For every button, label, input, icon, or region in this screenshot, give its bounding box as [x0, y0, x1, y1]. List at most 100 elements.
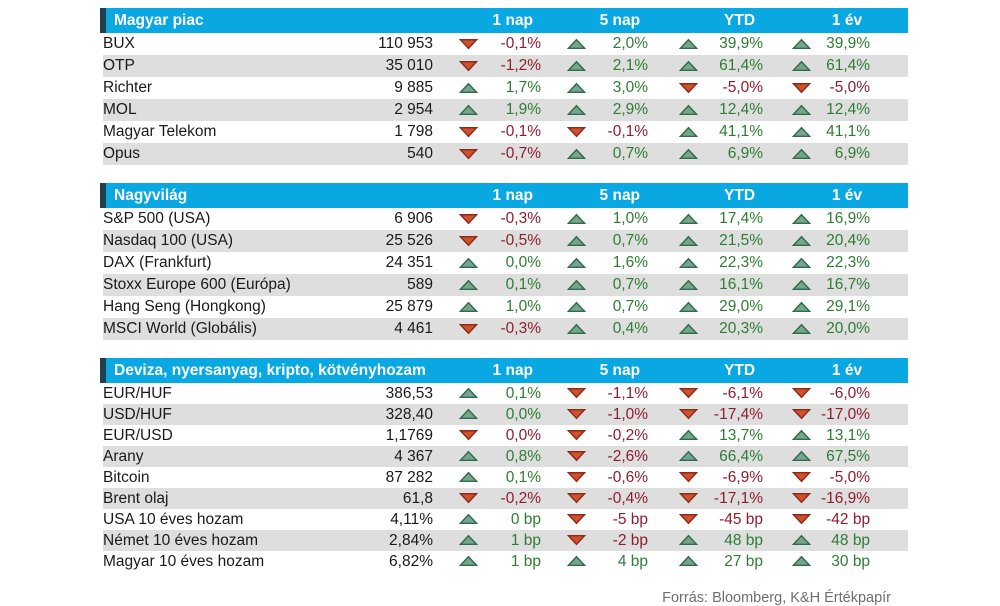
change-value: 12,4%	[818, 99, 871, 121]
change-value: -0,3%	[500, 210, 542, 227]
change-direction	[671, 208, 705, 230]
spacer-cell	[870, 252, 908, 274]
change-direction	[451, 296, 485, 318]
spacer-cell	[870, 509, 908, 530]
down-arrow-icon	[566, 472, 586, 483]
down-arrow-icon	[791, 388, 811, 399]
spacer-cell	[763, 99, 785, 121]
instrument-name: EUR/USD	[103, 426, 173, 444]
up-arrow-icon	[458, 104, 478, 115]
spacer-cell	[433, 446, 452, 467]
change-direction	[451, 77, 485, 99]
change-direction	[784, 530, 819, 551]
down-arrow-icon	[791, 514, 811, 525]
change-value: 1 bp	[510, 552, 542, 570]
change-direction	[784, 509, 818, 530]
instrument-name: Hang Seng (Hongkong)	[103, 298, 266, 315]
change-direction	[559, 33, 593, 55]
change-value: 22,3%	[719, 254, 764, 271]
change-direction	[559, 425, 593, 446]
spacer-cell	[763, 33, 784, 55]
spacer-cell	[433, 467, 451, 488]
change-direction	[451, 230, 485, 252]
change-direction	[559, 509, 593, 530]
down-arrow-icon	[791, 409, 811, 420]
instrument-value: 6,82%	[389, 552, 433, 570]
change-value: -0,5%	[485, 230, 542, 252]
up-arrow-icon	[566, 60, 586, 71]
up-arrow-icon	[566, 148, 586, 159]
change-direction	[784, 208, 818, 230]
header-spacer	[541, 183, 560, 208]
spacer-cell	[541, 383, 559, 404]
spacer-cell	[870, 425, 908, 446]
change-direction	[671, 143, 706, 165]
spacer-cell	[763, 488, 785, 509]
change-value: -5,0%	[829, 468, 871, 486]
change-direction	[451, 318, 485, 340]
spacer-cell	[870, 55, 909, 77]
up-arrow-icon	[678, 148, 698, 159]
up-arrow-icon	[566, 104, 586, 115]
down-arrow-icon	[566, 535, 586, 546]
up-arrow-icon	[791, 451, 811, 462]
table-row: OTP 35 010 -1,2% 2,1% 61,4% 61,4%	[103, 55, 909, 77]
down-arrow-icon	[458, 148, 478, 160]
spacer-cell	[433, 33, 451, 55]
up-arrow-icon	[566, 301, 586, 312]
change-direction	[451, 252, 485, 274]
instrument-value: 2,84%	[338, 530, 433, 551]
table-row: USA 10 éves hozam 4,11% 0 bp -5 bp -45 bp -42…	[103, 509, 908, 530]
change-direction	[559, 77, 593, 99]
table-row: Nasdaq 100 (USA) 25 526 -0,5% 0,7% 21,5% 20,4…	[103, 230, 909, 252]
change-direction	[784, 121, 818, 143]
down-arrow-icon	[678, 82, 698, 94]
instrument-value: 6 906	[394, 210, 433, 227]
column-header-1ev: 1 év	[784, 358, 871, 383]
instrument-value: 540	[338, 143, 433, 165]
change-direction	[451, 467, 485, 488]
column-header-1ev: 1 év	[784, 183, 871, 208]
instrument-name: OTP	[103, 55, 338, 77]
change-direction	[451, 488, 486, 509]
section-title: Deviza, nyersanyag, kripto, kötvényhozam	[99, 358, 452, 383]
column-header-1nap: 1 nap	[451, 8, 542, 33]
change-value: 61,4%	[818, 55, 871, 77]
change-value: -42 bp	[826, 510, 871, 528]
spacer-cell	[541, 274, 560, 296]
table-row: Stoxx Europe 600 (Európa) 589 0,1% 0,7% 16,1…	[103, 274, 909, 296]
instrument-name: MSCI World (Globális)	[103, 318, 338, 340]
change-direction	[784, 230, 819, 252]
spacer-cell	[870, 404, 909, 425]
up-arrow-icon	[678, 60, 698, 71]
change-direction	[559, 208, 593, 230]
spacer-cell	[648, 467, 671, 488]
spacer-cell	[541, 509, 559, 530]
spacer-cell	[433, 551, 451, 572]
header-spacer	[541, 358, 560, 383]
instrument-value: 25 526	[338, 230, 433, 252]
instrument-value: 4 367	[338, 446, 433, 467]
section-title: Magyar piac	[99, 8, 452, 33]
spacer-cell	[541, 551, 559, 572]
change-value: -0,7%	[485, 143, 542, 165]
spacer-cell	[870, 143, 909, 165]
spacer-cell	[541, 208, 559, 230]
spacer-cell	[433, 274, 451, 296]
change-direction	[671, 467, 705, 488]
change-direction	[559, 296, 593, 318]
change-direction	[671, 121, 705, 143]
instrument-value: 2 954	[338, 99, 433, 121]
spacer-cell	[763, 296, 784, 318]
instrument-name: Nasdaq 100 (USA)	[103, 230, 338, 252]
up-arrow-icon	[791, 38, 811, 49]
change-value: 41,1%	[719, 123, 764, 140]
spacer-cell	[648, 425, 671, 446]
change-value: 0,1%	[485, 274, 542, 296]
change-value: 27 bp	[724, 552, 764, 570]
instrument-name: Arany	[103, 446, 338, 467]
spacer-cell	[870, 296, 908, 318]
change-direction	[671, 488, 706, 509]
change-value: -2 bp	[593, 530, 649, 551]
